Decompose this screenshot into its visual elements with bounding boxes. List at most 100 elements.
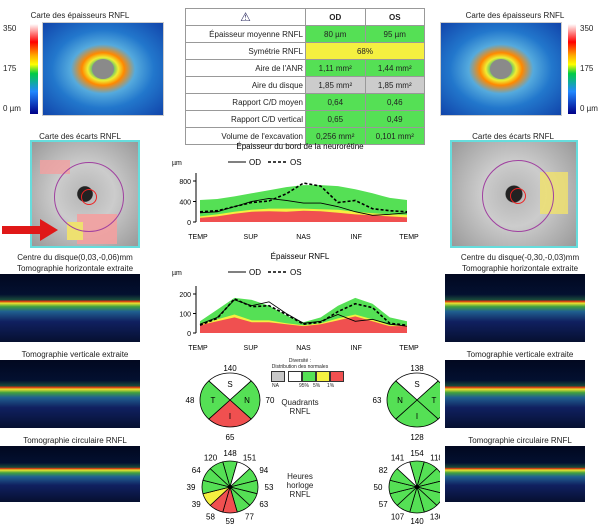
clock-value: 58 [206,512,215,521]
color-scale [30,24,38,114]
quadrant-value: 140 [223,364,237,373]
scale-tick: 0 µm [580,104,598,113]
row-label: Épaisseur moyenne RNFL [185,25,306,43]
quadrant-letter: I [229,412,231,421]
clock-value: 136 [430,512,440,521]
red-normative-band [200,316,407,333]
clock-value: 63 [259,500,268,509]
clock-sector [416,480,440,494]
x-tick-label: TEMP [188,345,208,352]
x-tick-label: NAS [296,345,311,352]
table-row: Aire du disque 1,85 mm² 1,85 mm² [185,76,425,94]
parameters-table: ⚠ OD OS Épaisseur moyenne RNFL 80 µm 95 µm Sy… [185,8,425,145]
y-tick-label: 800 [179,179,191,186]
od-thickness-map [42,22,164,116]
os-vertical-title: Tomographie verticale extraite [466,350,574,359]
od-value: 0,65 [305,110,366,128]
clock-value: 141 [391,454,405,463]
od-circular-tomogram [0,446,140,502]
y-tick-label: 0 [187,220,191,227]
quadrant-value: 48 [186,396,195,405]
os-circular-tomogram [445,446,585,502]
od-vertical-title: Tomographie verticale extraite [21,350,129,359]
legend-swatch [330,371,344,382]
red-normative-band [200,210,407,222]
quadrant-S [208,372,252,401]
quadrant-S [395,372,439,401]
table-row: Rapport C/D moyen 0,64 0,46 [185,93,425,111]
od-vertical-tomogram [0,360,140,428]
legend-scale [271,371,344,382]
od-circular-title: Tomographie circulaire RNFL [23,436,127,445]
clock-value: 77 [245,512,254,521]
os-thickness-map [440,22,562,116]
x-tick-label: NAS [296,234,311,241]
clock-value: 118 [430,454,440,463]
clock-value: 148 [223,449,237,458]
y-unit-label: µm [172,160,182,167]
quadrant-N [229,380,261,420]
od-value: 0,64 [305,93,366,111]
row-label: Aire de l'ANR [185,59,306,77]
scale-tick: 175 [580,64,594,73]
os-disc-center: Centre du disque(-0,30,-0,03)mm [460,253,580,262]
os-deviation-map-title: Carte des écarts RNFL [472,132,554,141]
quadrant-letter: S [227,380,232,389]
y-tick-label: 100 [179,312,191,319]
clock-value: 82 [379,466,388,475]
quadrant-letter: N [397,396,403,405]
os-value: 0,49 [364,110,425,128]
os-value: 95 µm [364,25,425,43]
os-value: 0,101 mm² [364,127,425,145]
clock-sector [209,461,231,489]
col-os: OS [364,8,425,26]
quadrant-value: 128 [410,433,424,442]
legend-od-label: OD [249,268,261,277]
scale-tick: 175 [3,64,17,73]
chart-title: Épaisseur RNFL [271,252,330,261]
quadrant-value: 63 [373,396,382,405]
quadrant-T [416,380,440,420]
table-row: Volume de l'excavation 0,256 mm² 0,101 mm² [185,127,425,145]
clock-hours-title: Heures horloge RNFL [286,472,314,499]
x-tick-label: SUP [244,345,259,352]
x-tick-label: SUP [244,234,259,241]
y-unit-label: µm [172,270,182,277]
os-horizontal-tomogram [445,274,585,342]
quadrants-title: Quadrants RNFL [281,398,319,416]
red-arrow-icon [2,219,58,241]
os-deviation-map [450,140,578,248]
quadrant-letter: N [244,396,250,405]
legend-swatch [271,371,285,382]
quadrant-N [386,380,418,420]
table-row: Rapport C/D vertical 0,65 0,49 [185,110,425,128]
quadrant-T [199,380,231,420]
warning-triangle-icon: ⚠ [185,8,306,26]
clock-value: 59 [226,517,235,525]
clock-value: 57 [379,500,388,509]
table-row: Symétrie RNFL 68% [185,42,425,60]
rnfl-sector-charts: SNIT140706548STIN13852128631481519453637… [186,364,440,525]
legend-swatch [288,371,302,382]
row-label: Symétrie RNFL [185,42,306,60]
scale-tick: 0 µm [3,104,21,113]
clock-sector [396,461,418,489]
os-value: 1,44 mm² [364,59,425,77]
legend-swatch [316,371,330,382]
od-value: 1,85 mm² [305,76,366,94]
y-tick-label: 400 [179,200,191,207]
clock-center [415,485,419,489]
os-circular-title: Tomographie circulaire RNFL [468,436,572,445]
row-value: 68% [305,42,425,60]
od-value: 80 µm [305,25,366,43]
od-value: 1,11 mm² [305,59,366,77]
legend-os-label: OS [290,268,302,277]
clock-value: 39 [192,500,201,509]
quadrant-value: 70 [266,396,275,405]
y-tick-label: 0 [187,331,191,338]
os-horizontal-title: Tomographie horizontale extraite [461,264,579,273]
row-label: Rapport C/D moyen [185,93,306,111]
chart-title: Épaisseur du bord de la neurorétine [236,142,364,151]
row-label: Aire du disque [185,76,306,94]
row-label: Volume de l'excavation [185,127,306,145]
